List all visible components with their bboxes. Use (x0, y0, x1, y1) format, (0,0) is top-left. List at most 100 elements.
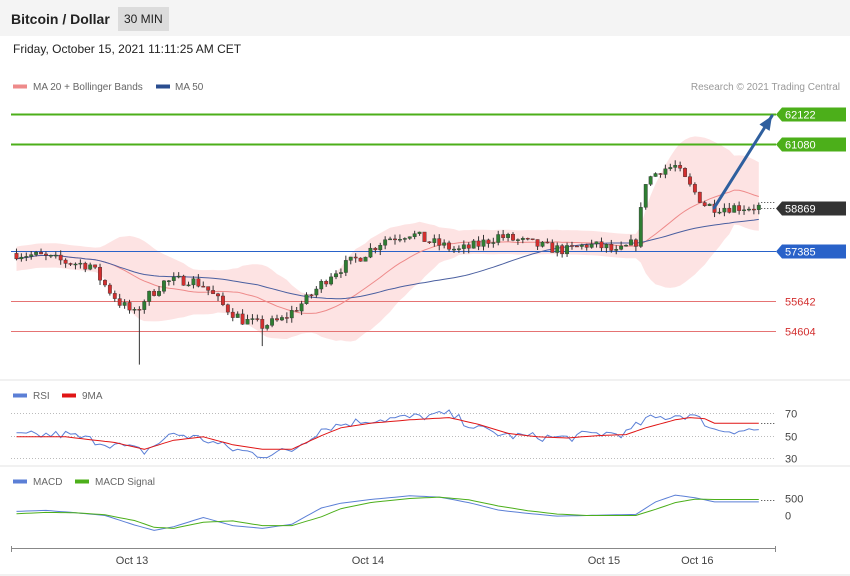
candle-body (732, 205, 737, 213)
candle-body (196, 278, 201, 287)
candle-body (142, 301, 147, 310)
candle (48, 254, 53, 259)
candle-body (309, 294, 314, 296)
candle (250, 314, 255, 325)
candle (270, 315, 275, 328)
candle-body (658, 173, 663, 175)
candle (540, 241, 545, 248)
candle-body (452, 248, 456, 251)
candle-body (329, 276, 334, 285)
rsi-panel: 30 50 70 (11, 409, 797, 466)
macd-tick-label: 0 (785, 511, 791, 523)
candle (343, 255, 348, 277)
candle-body (481, 239, 486, 247)
candle-body (368, 247, 373, 258)
candle-body (29, 254, 34, 257)
candle-body (624, 244, 628, 247)
candle (491, 237, 496, 248)
candle-body (594, 241, 599, 245)
level-tag-57385: 57385 (785, 247, 816, 259)
candle (265, 324, 270, 331)
candle-body (284, 317, 289, 319)
candle (614, 245, 619, 255)
candle (196, 274, 201, 288)
level-tag-bg-62122 (776, 107, 846, 122)
candle-body (363, 256, 368, 262)
candle-body (44, 253, 48, 256)
candle-body (181, 275, 186, 286)
candle (358, 257, 363, 262)
candle (584, 243, 589, 251)
x-tick-label: Oct 15 (588, 555, 620, 567)
candle-body (535, 239, 540, 247)
candle (702, 200, 707, 207)
candle-body (221, 295, 225, 305)
candle (599, 237, 604, 252)
candle-body (216, 293, 220, 297)
rsi-tick-label: 30 (785, 454, 797, 466)
candle-body (334, 273, 338, 278)
candle (225, 303, 230, 316)
candle (545, 238, 550, 244)
level-tag-61080: 61080 (785, 140, 816, 152)
candle-body (604, 244, 609, 249)
candle (191, 276, 196, 289)
candle (496, 230, 501, 246)
candle (181, 274, 186, 286)
candle-body (506, 234, 510, 238)
candle (93, 264, 98, 270)
candle-body (476, 240, 481, 247)
candle-body (609, 244, 614, 251)
candle (407, 236, 412, 240)
candle (107, 283, 112, 296)
candle-body (560, 245, 565, 255)
candle (397, 234, 402, 243)
x-tick-label: Oct 13 (116, 555, 148, 567)
candle (707, 203, 712, 207)
candle-body (211, 290, 216, 295)
candle-body (250, 318, 255, 320)
candle-body (103, 279, 107, 286)
candle-body (132, 309, 137, 311)
candle-body (574, 245, 579, 248)
candle (501, 229, 506, 241)
candle-body (324, 281, 329, 285)
level-tag-55642: 55642 (785, 297, 816, 309)
candle-body (186, 284, 191, 287)
candle-body (343, 260, 348, 273)
level-tag-58869: 58869 (785, 204, 816, 216)
candle (53, 251, 58, 259)
candle-body (225, 304, 230, 313)
candle-body (756, 204, 761, 210)
candle (284, 312, 289, 324)
candle-body (737, 205, 742, 211)
candle-body (117, 298, 122, 306)
candle (378, 242, 383, 256)
candle (368, 243, 373, 259)
arrow-shaft (712, 114, 774, 210)
candle (722, 203, 727, 217)
forecast-arrow (712, 114, 774, 210)
candle-body (230, 311, 235, 318)
candle-body (39, 251, 43, 255)
macd-signal-line (16, 496, 759, 529)
candle-body (245, 319, 250, 325)
candle (594, 241, 599, 248)
level-tag-bg-58869 (776, 201, 846, 216)
candle (520, 236, 525, 244)
candle (727, 202, 732, 214)
candle-body (157, 291, 161, 296)
candle-body (584, 244, 589, 248)
candle (103, 279, 107, 288)
candle-body (353, 256, 358, 259)
candle-body (393, 238, 397, 241)
candle (673, 160, 678, 172)
candle-body (599, 241, 604, 249)
timeframe-badge[interactable]: 30 MIN (118, 7, 169, 31)
candle (417, 231, 422, 236)
candle-body (422, 231, 427, 242)
candle-body (629, 239, 633, 246)
candle (437, 234, 442, 251)
level-tag-bg-61080 (776, 137, 846, 152)
